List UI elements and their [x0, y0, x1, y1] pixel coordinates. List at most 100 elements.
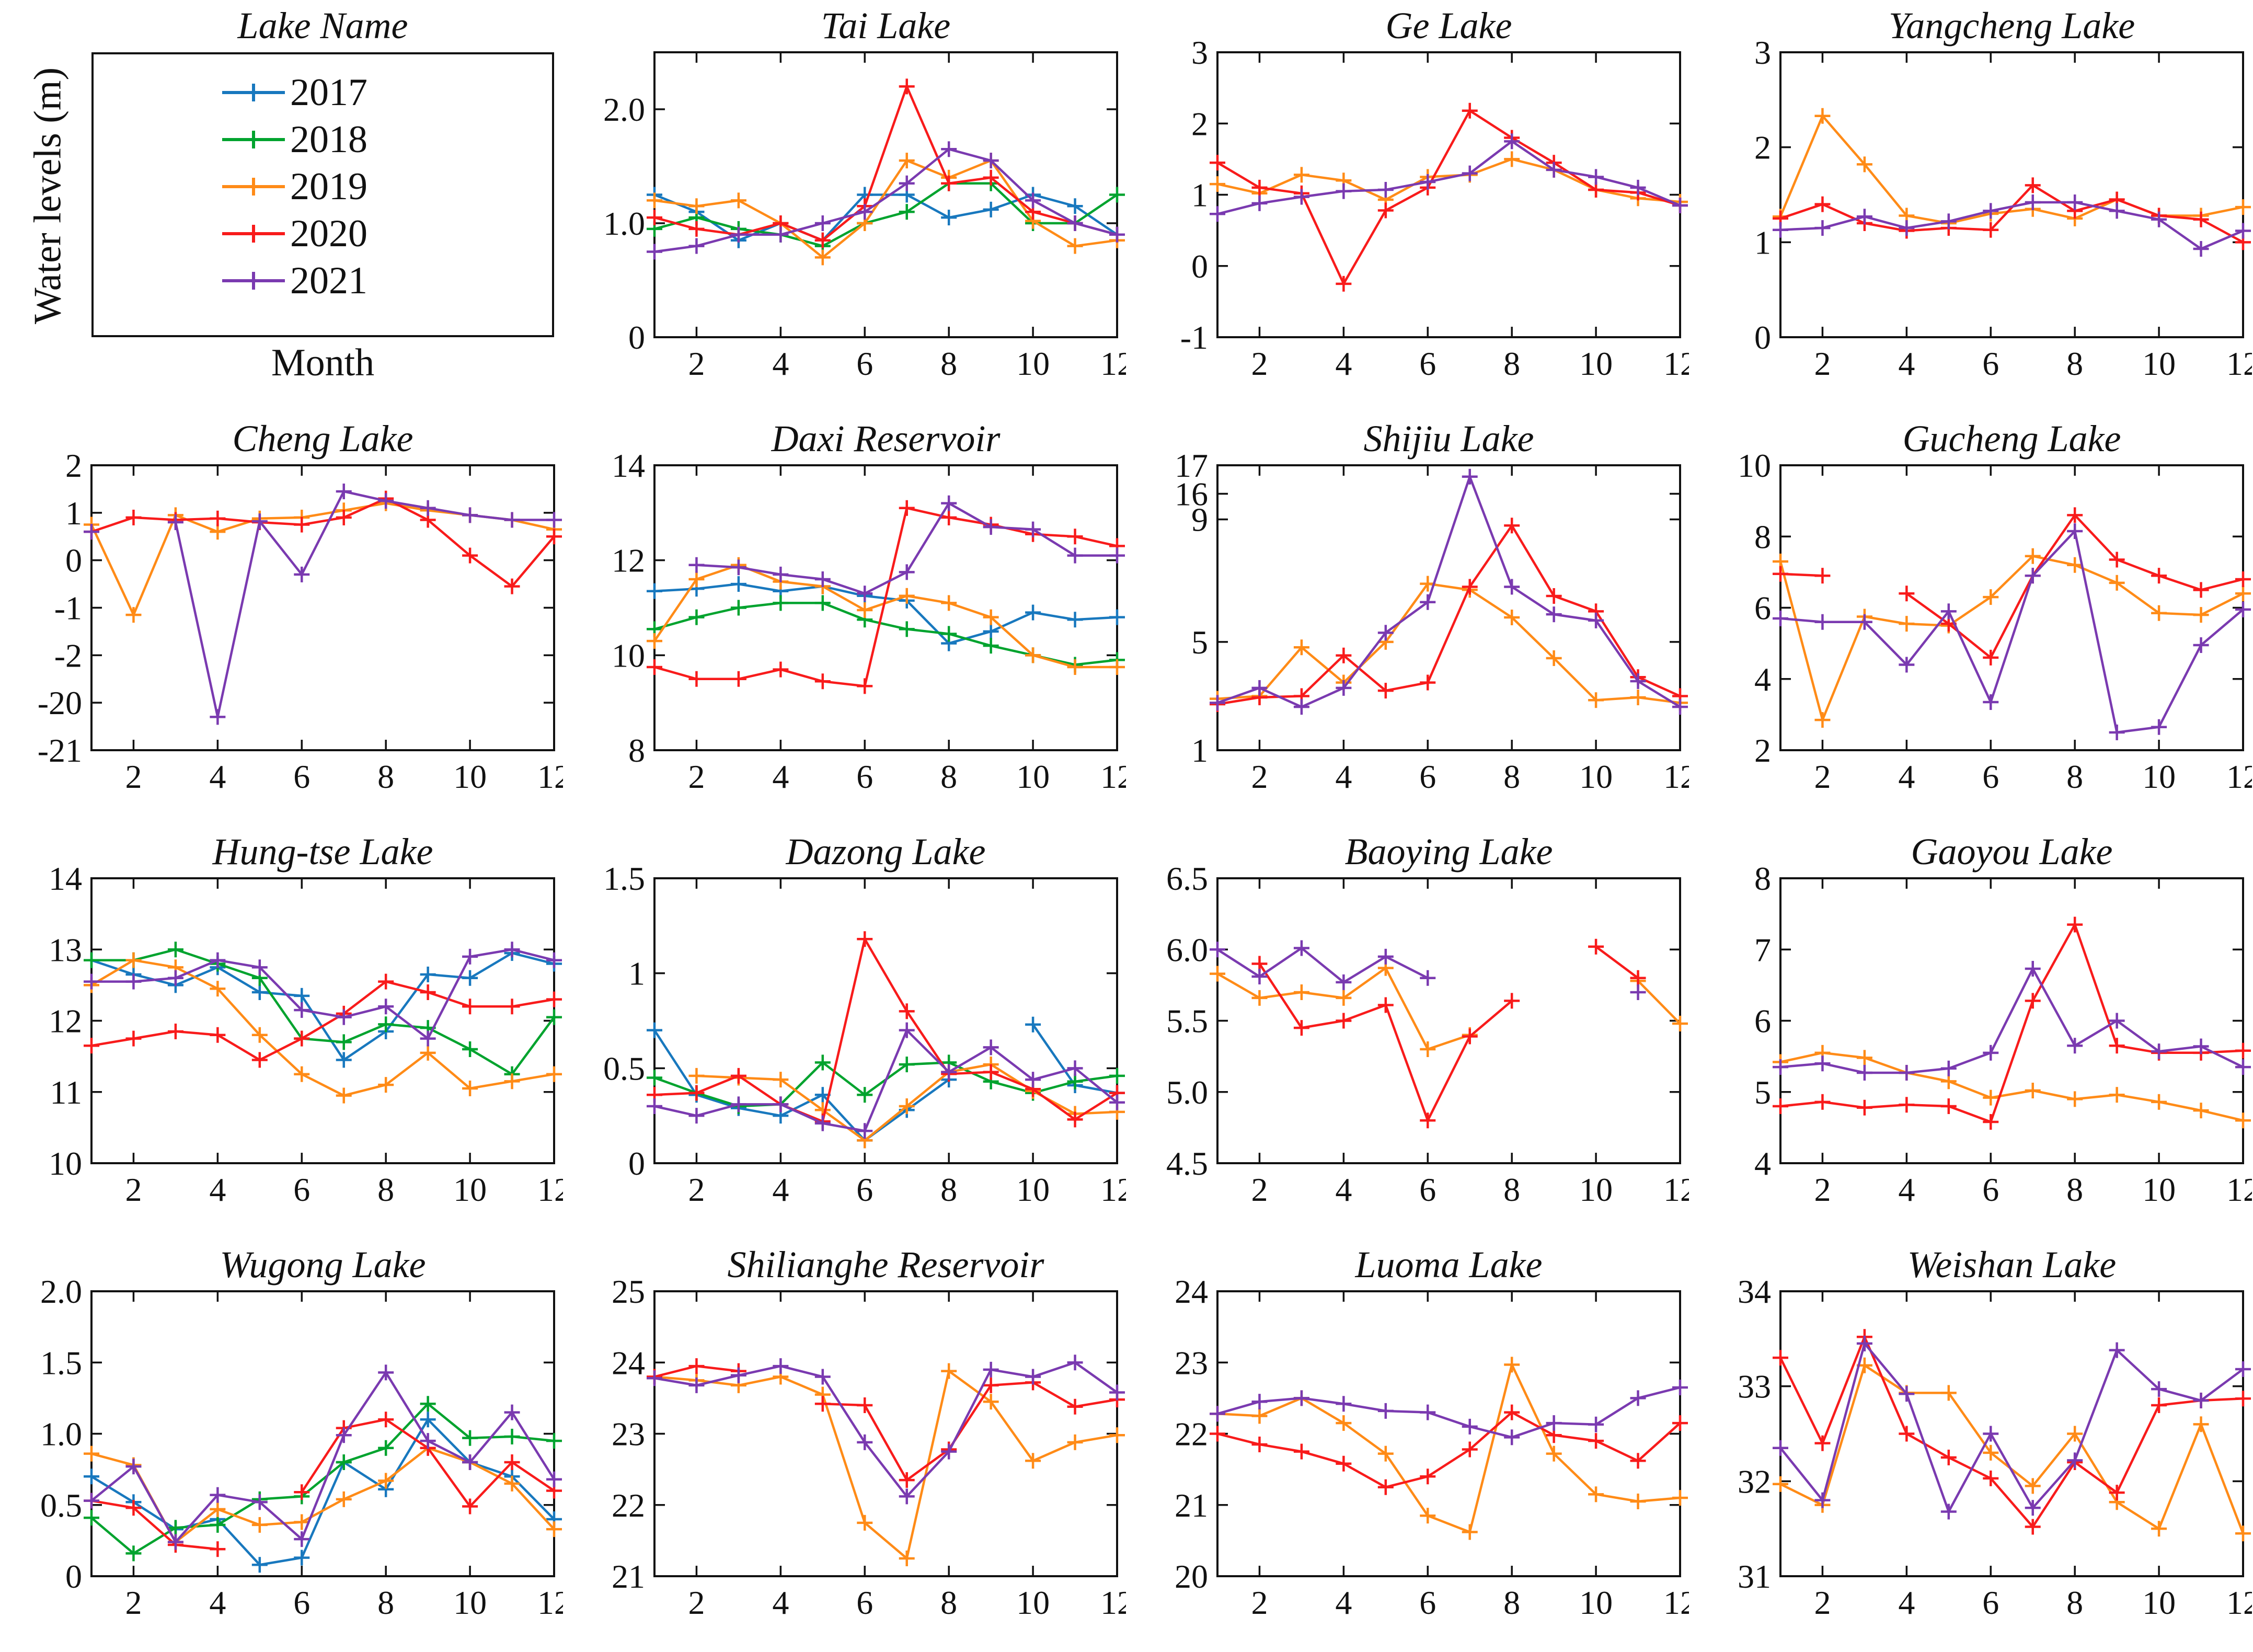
- svg-text:3: 3: [1191, 34, 1208, 71]
- svg-text:12: 12: [537, 1171, 563, 1208]
- chart-title: Weishan Lake: [1907, 1244, 2117, 1286]
- svg-text:12: 12: [1663, 1171, 1689, 1208]
- chart-panel-ge-lake: 2 4 6 8 10 12 -1 0 1 2 3 Ge Lake: [1126, 0, 1689, 413]
- svg-text:10: 10: [453, 1171, 487, 1208]
- chart-title: Baoying Lake: [1344, 831, 1553, 873]
- svg-text:22: 22: [612, 1487, 645, 1524]
- line-chart: 2 4 6 8 10 12 2 4 6 8 10: [1738, 447, 2252, 795]
- svg-text:4: 4: [1898, 345, 1915, 382]
- svg-text:4: 4: [1898, 1171, 1915, 1208]
- svg-text:20: 20: [1175, 1558, 1208, 1595]
- svg-text:12: 12: [49, 1003, 82, 1040]
- svg-text:10: 10: [1016, 1171, 1050, 1208]
- chart-panel-shijiu-lake: 2 4 6 8 10 12 1 5 9 16 17 Shijiu Lake: [1126, 413, 1689, 826]
- chart-title: Tai Lake: [821, 5, 951, 47]
- line-chart: 2 4 6 8 10 12 4.5 5.0 5.5 6.0 6.5: [1166, 860, 1689, 1208]
- svg-text:6: 6: [1419, 1584, 1436, 1621]
- svg-text:6: 6: [1419, 1171, 1436, 1208]
- chart-title: Daxi Reservoir: [771, 418, 1001, 460]
- svg-text:0.5: 0.5: [603, 1050, 645, 1087]
- svg-text:10: 10: [1579, 345, 1613, 382]
- svg-text:8: 8: [2066, 345, 2083, 382]
- legend-entry-2020: 2020: [219, 210, 367, 257]
- svg-text:6: 6: [1982, 1171, 1999, 1208]
- svg-text:2.0: 2.0: [40, 1273, 82, 1310]
- svg-text:2: 2: [125, 1171, 142, 1208]
- chart-title: Gaoyou Lake: [1911, 831, 2113, 873]
- line-plus-marker-icon: [222, 131, 285, 148]
- svg-text:6: 6: [856, 758, 873, 795]
- svg-text:4: 4: [1754, 1145, 1771, 1182]
- svg-text:10: 10: [453, 1584, 487, 1621]
- chart-title: Dazong Lake: [786, 831, 986, 873]
- svg-text:6.0: 6.0: [1166, 931, 1208, 968]
- chart-panel-wugong-lake: 2 4 6 8 10 12 0 0.5 1.0 1.5 2.0 Wugong Lake: [0, 1239, 563, 1652]
- legend-entry-2018: 2018: [219, 116, 367, 163]
- svg-text:2: 2: [1814, 345, 1831, 382]
- svg-text:33: 33: [1738, 1368, 1771, 1405]
- svg-text:10: 10: [1579, 758, 1613, 795]
- svg-text:4: 4: [772, 1171, 789, 1208]
- svg-text:12: 12: [2226, 1584, 2252, 1621]
- svg-text:2: 2: [1814, 1171, 1831, 1208]
- chart-title: Ge Lake: [1385, 5, 1512, 47]
- chart-panel-baoying-lake: 2 4 6 8 10 12 4.5 5.0 5.5 6.0 6.5 Baoying Lake: [1126, 826, 1689, 1239]
- svg-text:31: 31: [1738, 1558, 1771, 1595]
- svg-text:-1: -1: [1180, 319, 1208, 356]
- svg-text:6: 6: [1419, 758, 1436, 795]
- chart-title: Hung-tse Lake: [212, 831, 433, 873]
- svg-text:32: 32: [1738, 1463, 1771, 1500]
- svg-text:1: 1: [65, 495, 82, 532]
- legend-entries: 2017 2018 2019 2020 2021: [219, 69, 367, 304]
- legend-title: Lake Name: [237, 5, 408, 47]
- svg-text:10: 10: [1738, 447, 1771, 484]
- line-plus-marker-icon: [222, 178, 285, 196]
- svg-text:0.5: 0.5: [40, 1487, 82, 1524]
- chart-panel-shilianghe-reservoir: 2 4 6 8 10 12 21 22 23 24 25 Shilianghe Reservoir: [563, 1239, 1126, 1652]
- line-chart: 2 4 6 8 10 12 31 32 33 34: [1738, 1273, 2252, 1621]
- chart-title: Yangcheng Lake: [1888, 5, 2135, 47]
- svg-text:2: 2: [1251, 1584, 1268, 1621]
- svg-text:4: 4: [209, 1584, 226, 1621]
- svg-text:12: 12: [2226, 1171, 2252, 1208]
- legend-entry-2019: 2019: [219, 163, 367, 210]
- svg-text:2: 2: [1754, 129, 1771, 166]
- svg-text:2: 2: [1814, 1584, 1831, 1621]
- svg-text:8: 8: [377, 1584, 394, 1621]
- legend-label: 2021: [290, 259, 367, 302]
- svg-text:6: 6: [856, 1171, 873, 1208]
- svg-text:2: 2: [125, 758, 142, 795]
- legend-label: 2020: [290, 212, 367, 255]
- svg-text:21: 21: [1175, 1487, 1208, 1524]
- svg-text:8: 8: [628, 732, 645, 769]
- chart-title: Wugong Lake: [220, 1244, 426, 1286]
- svg-text:2: 2: [688, 1584, 705, 1621]
- svg-text:4: 4: [209, 1171, 226, 1208]
- svg-text:2: 2: [125, 1584, 142, 1621]
- svg-text:0: 0: [65, 542, 82, 579]
- svg-text:34: 34: [1738, 1273, 1771, 1310]
- svg-text:17: 17: [1175, 447, 1208, 484]
- svg-text:25: 25: [612, 1273, 645, 1310]
- svg-text:8: 8: [1503, 345, 1520, 382]
- svg-text:4: 4: [1335, 1584, 1352, 1621]
- svg-text:10: 10: [2142, 758, 2176, 795]
- svg-text:6: 6: [293, 758, 310, 795]
- svg-text:14: 14: [49, 860, 82, 897]
- line-chart: 2 4 6 8 10 12 8 10 12 14: [612, 447, 1126, 795]
- svg-text:21: 21: [612, 1558, 645, 1595]
- svg-text:1.0: 1.0: [603, 205, 645, 242]
- svg-text:12: 12: [2226, 758, 2252, 795]
- chart-title: Luoma Lake: [1355, 1244, 1543, 1286]
- svg-text:4.5: 4.5: [1166, 1145, 1208, 1182]
- svg-text:8: 8: [1754, 860, 1771, 897]
- svg-text:4: 4: [1335, 345, 1352, 382]
- svg-text:3: 3: [1754, 34, 1771, 71]
- svg-text:2: 2: [688, 345, 705, 382]
- svg-text:12: 12: [537, 1584, 563, 1621]
